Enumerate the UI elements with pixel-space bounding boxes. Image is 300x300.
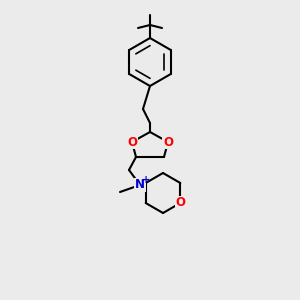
Text: O: O xyxy=(175,196,185,209)
Text: +: + xyxy=(142,175,150,185)
Text: O: O xyxy=(163,136,173,148)
Text: N: N xyxy=(135,178,145,191)
Text: O: O xyxy=(127,136,137,148)
